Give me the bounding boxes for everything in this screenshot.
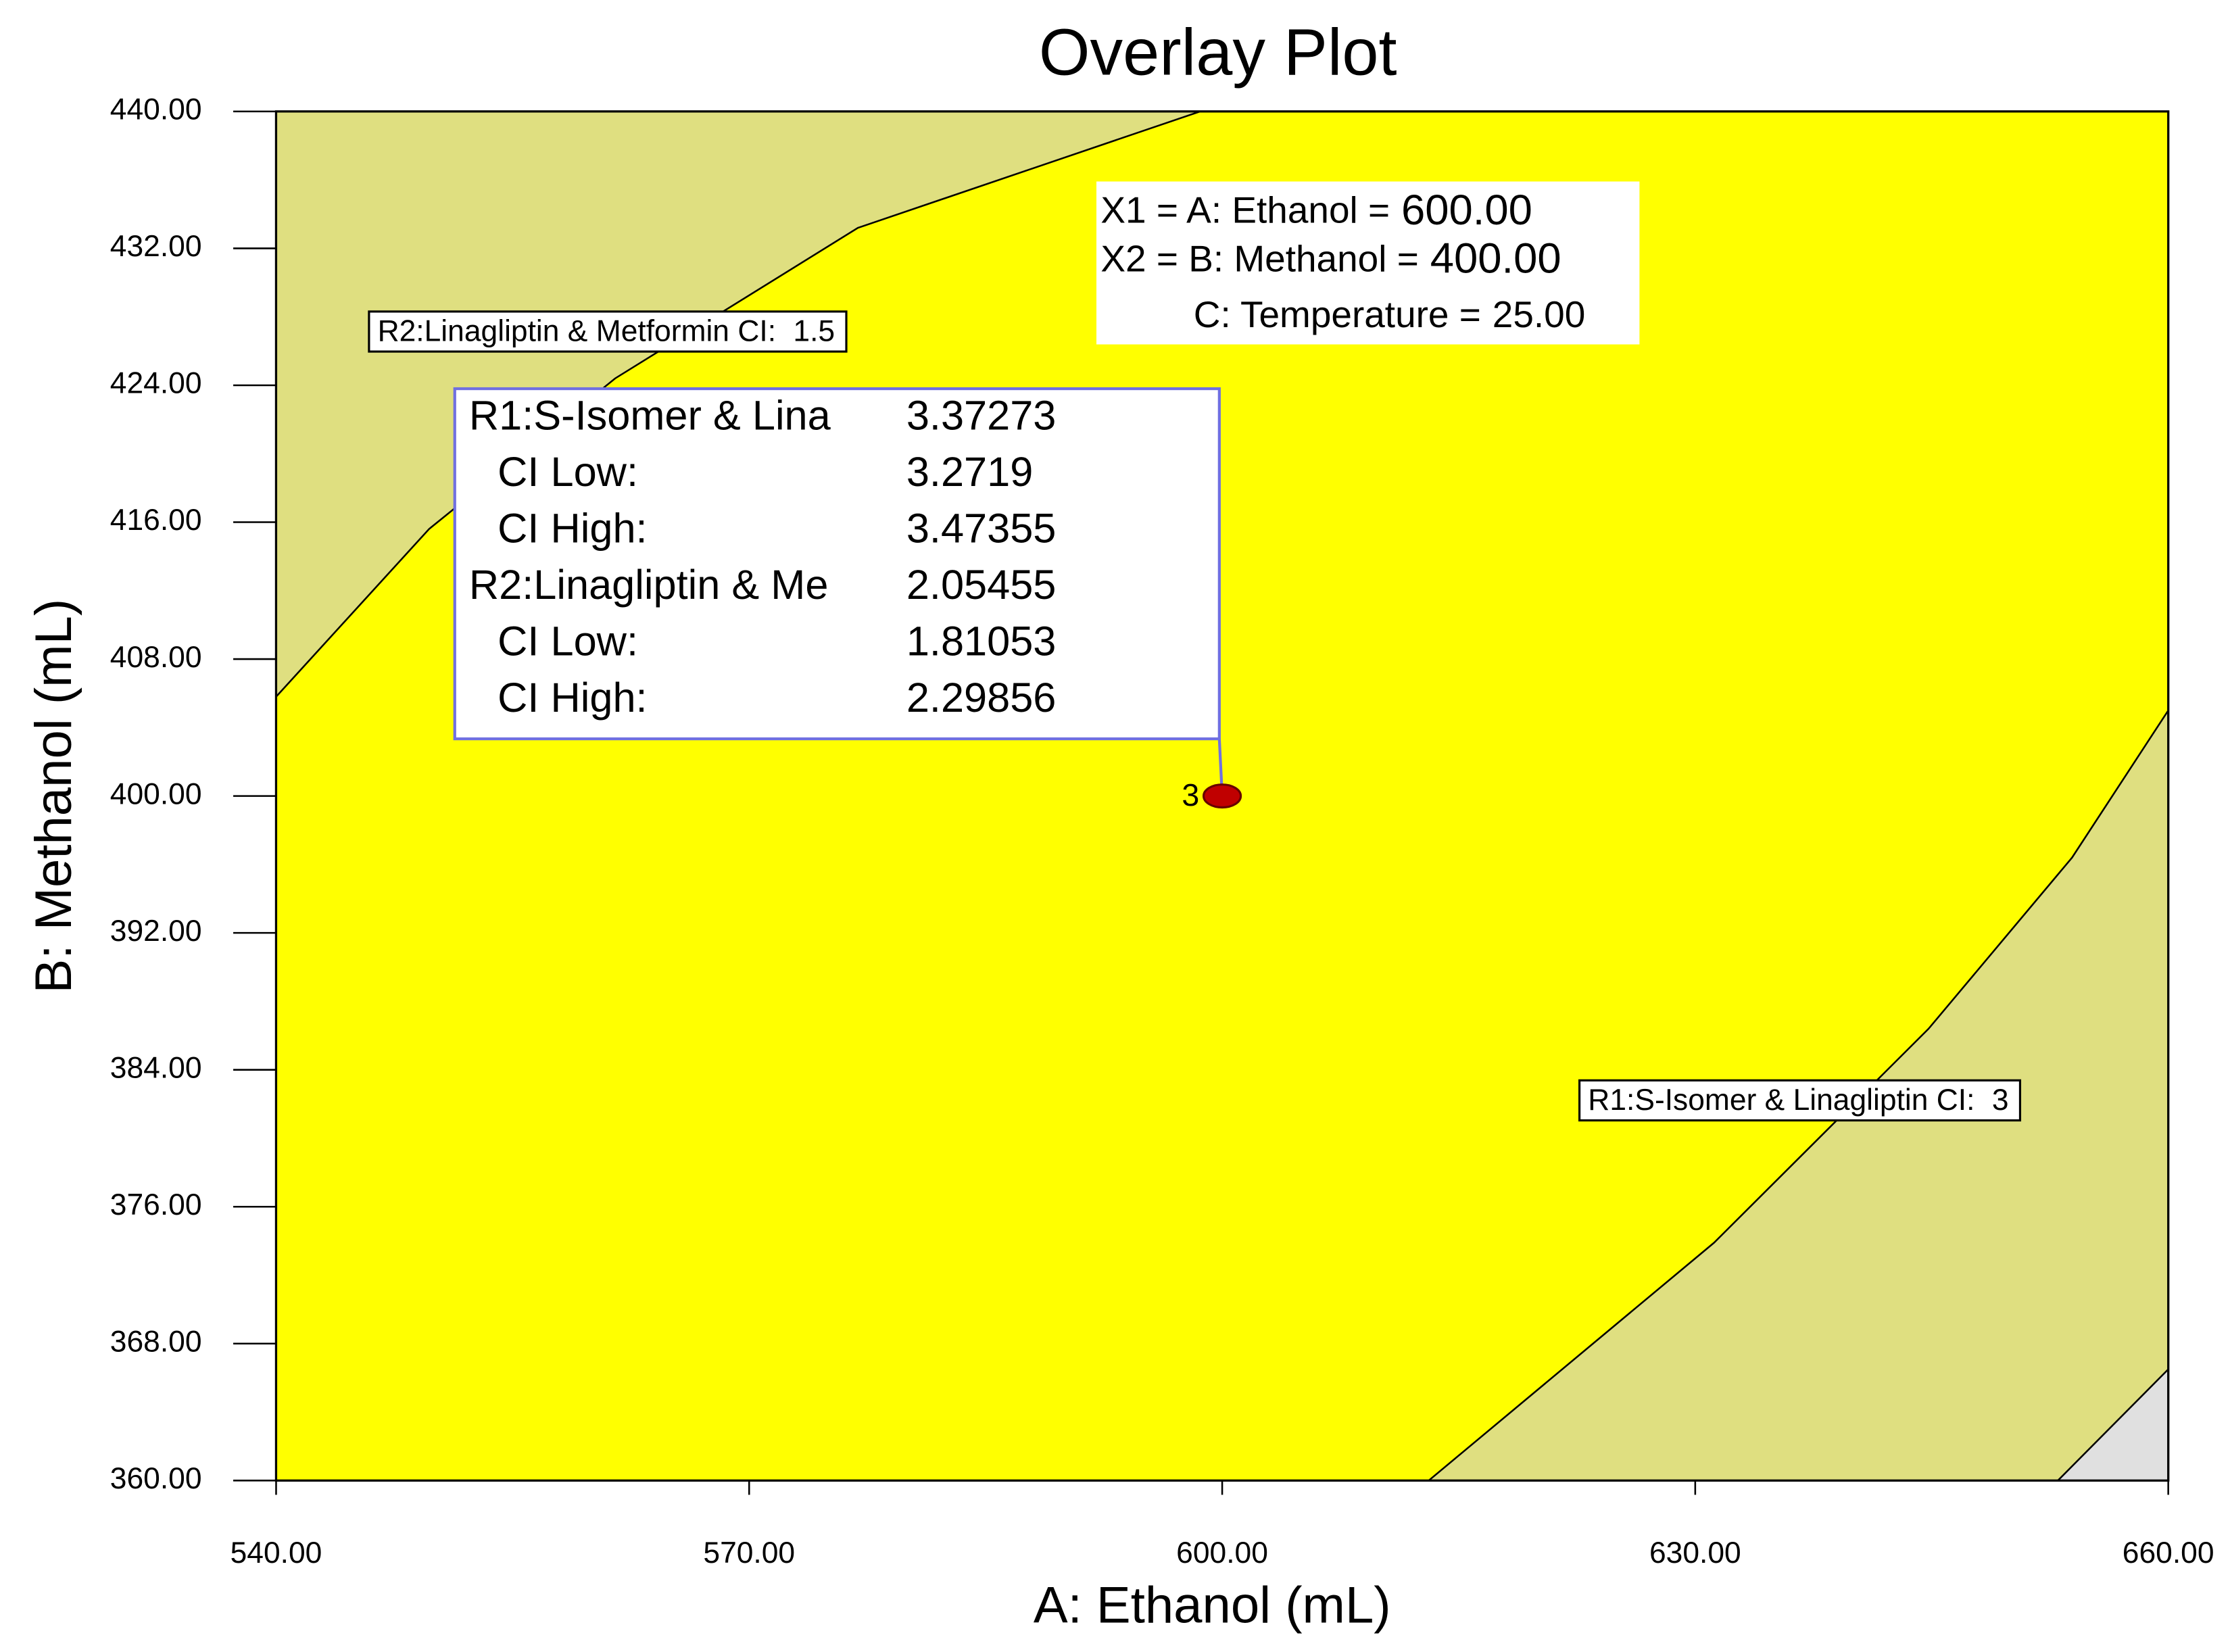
y-tick-label: 392.00 xyxy=(110,915,202,948)
chart-title: Overlay Plot xyxy=(1039,15,1397,89)
response-name: R1:S-Isomer & Lina xyxy=(469,392,831,439)
excluded-region xyxy=(276,111,1201,697)
x-axis-label: A: Ethanol (mL) xyxy=(1034,1577,1391,1634)
contour-line xyxy=(2057,1368,2169,1482)
ci-value: 3.47355 xyxy=(906,505,1057,552)
contour-level: 3 xyxy=(1992,1084,2009,1117)
y-tick-label: 432.00 xyxy=(110,230,202,263)
factor-box xyxy=(1096,181,1640,345)
x-tick-label: 570.00 xyxy=(703,1536,795,1570)
contour-label-box xyxy=(1578,1079,2022,1122)
factor-value: 600.00 xyxy=(1401,187,1532,234)
response-prediction: 2.05455 xyxy=(906,561,1057,608)
factor-value: 400.00 xyxy=(1430,235,1561,283)
x-tick-label: 600.00 xyxy=(1176,1536,1268,1570)
response-name: R2:Linagliptin & Me xyxy=(469,561,829,608)
y-tick-label: 424.00 xyxy=(110,367,202,400)
response-prediction: 3.37273 xyxy=(906,392,1057,439)
contour-label: R1:S-Isomer & Linagliptin CI: xyxy=(1588,1084,1974,1117)
factor-name: C: Temperature = xyxy=(1194,293,1481,335)
ci-value: 3.2719 xyxy=(906,448,1033,495)
contour-line xyxy=(1428,710,2169,1482)
contour-label: R2:Linagliptin & Metformin CI: xyxy=(378,314,776,347)
y-tick-label: 400.00 xyxy=(110,777,202,810)
ci-label: CI Low: xyxy=(498,448,638,495)
y-tick-label: 384.00 xyxy=(110,1051,202,1084)
ci-value: 1.81053 xyxy=(906,618,1057,664)
x-tick-label: 540.00 xyxy=(231,1536,322,1570)
y-tick-label: 368.00 xyxy=(110,1325,202,1358)
contour-level: 1.5 xyxy=(793,314,835,347)
y-tick-label: 416.00 xyxy=(110,504,202,537)
flag-box xyxy=(453,387,1221,741)
point-label: 3 xyxy=(1182,777,1199,812)
factor-name: X1 = A: Ethanol = xyxy=(1100,189,1390,231)
y-tick-label: 376.00 xyxy=(110,1188,202,1221)
contour-label-box xyxy=(368,310,848,353)
y-tick-label: 360.00 xyxy=(110,1462,202,1495)
x-tick-label: 660.00 xyxy=(2123,1536,2214,1570)
design-point xyxy=(1202,783,1242,809)
y-tick-label: 440.00 xyxy=(110,93,202,126)
ci-label: CI High: xyxy=(498,505,647,552)
ci-value: 2.29856 xyxy=(906,674,1057,721)
contour-line xyxy=(275,110,1201,698)
x-tick-label: 630.00 xyxy=(1649,1536,1741,1570)
factor-value: 25.00 xyxy=(1493,293,1586,335)
ci-label: CI Low: xyxy=(498,618,638,664)
y-tick-label: 408.00 xyxy=(110,641,202,674)
y-axis-label: B: Methanol (mL) xyxy=(25,599,82,994)
ci-label: CI High: xyxy=(498,674,647,721)
excluded-region xyxy=(1428,710,2168,1481)
factor-name: X2 = B: Methanol = xyxy=(1100,237,1418,279)
